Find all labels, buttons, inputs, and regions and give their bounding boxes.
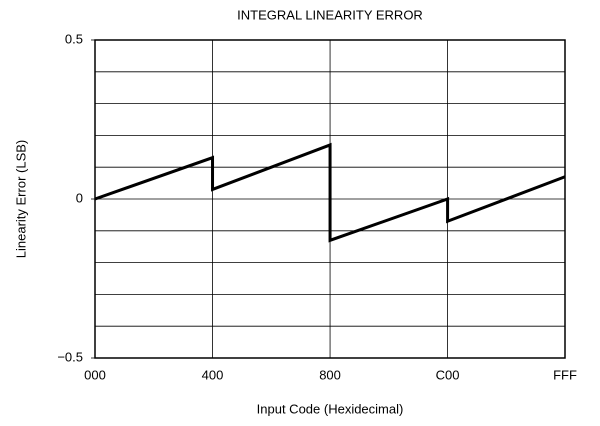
- y-tick-label: −0.5: [57, 349, 83, 364]
- y-axis-label: Linearity Error (LSB): [13, 140, 28, 258]
- y-tick-label: 0.5: [65, 31, 83, 46]
- chart-title: INTEGRAL LINEARITY ERROR: [237, 7, 423, 22]
- x-tick-label: FFF: [553, 367, 577, 382]
- y-tick-label: 0: [76, 190, 83, 205]
- x-tick-label: 000: [84, 367, 106, 382]
- x-axis-label: Input Code (Hexidecimal): [257, 401, 404, 416]
- x-tick-label: C00: [436, 367, 460, 382]
- x-tick-label: 800: [319, 367, 341, 382]
- data-line: [94, 142, 566, 243]
- x-tick-label: 400: [202, 367, 224, 382]
